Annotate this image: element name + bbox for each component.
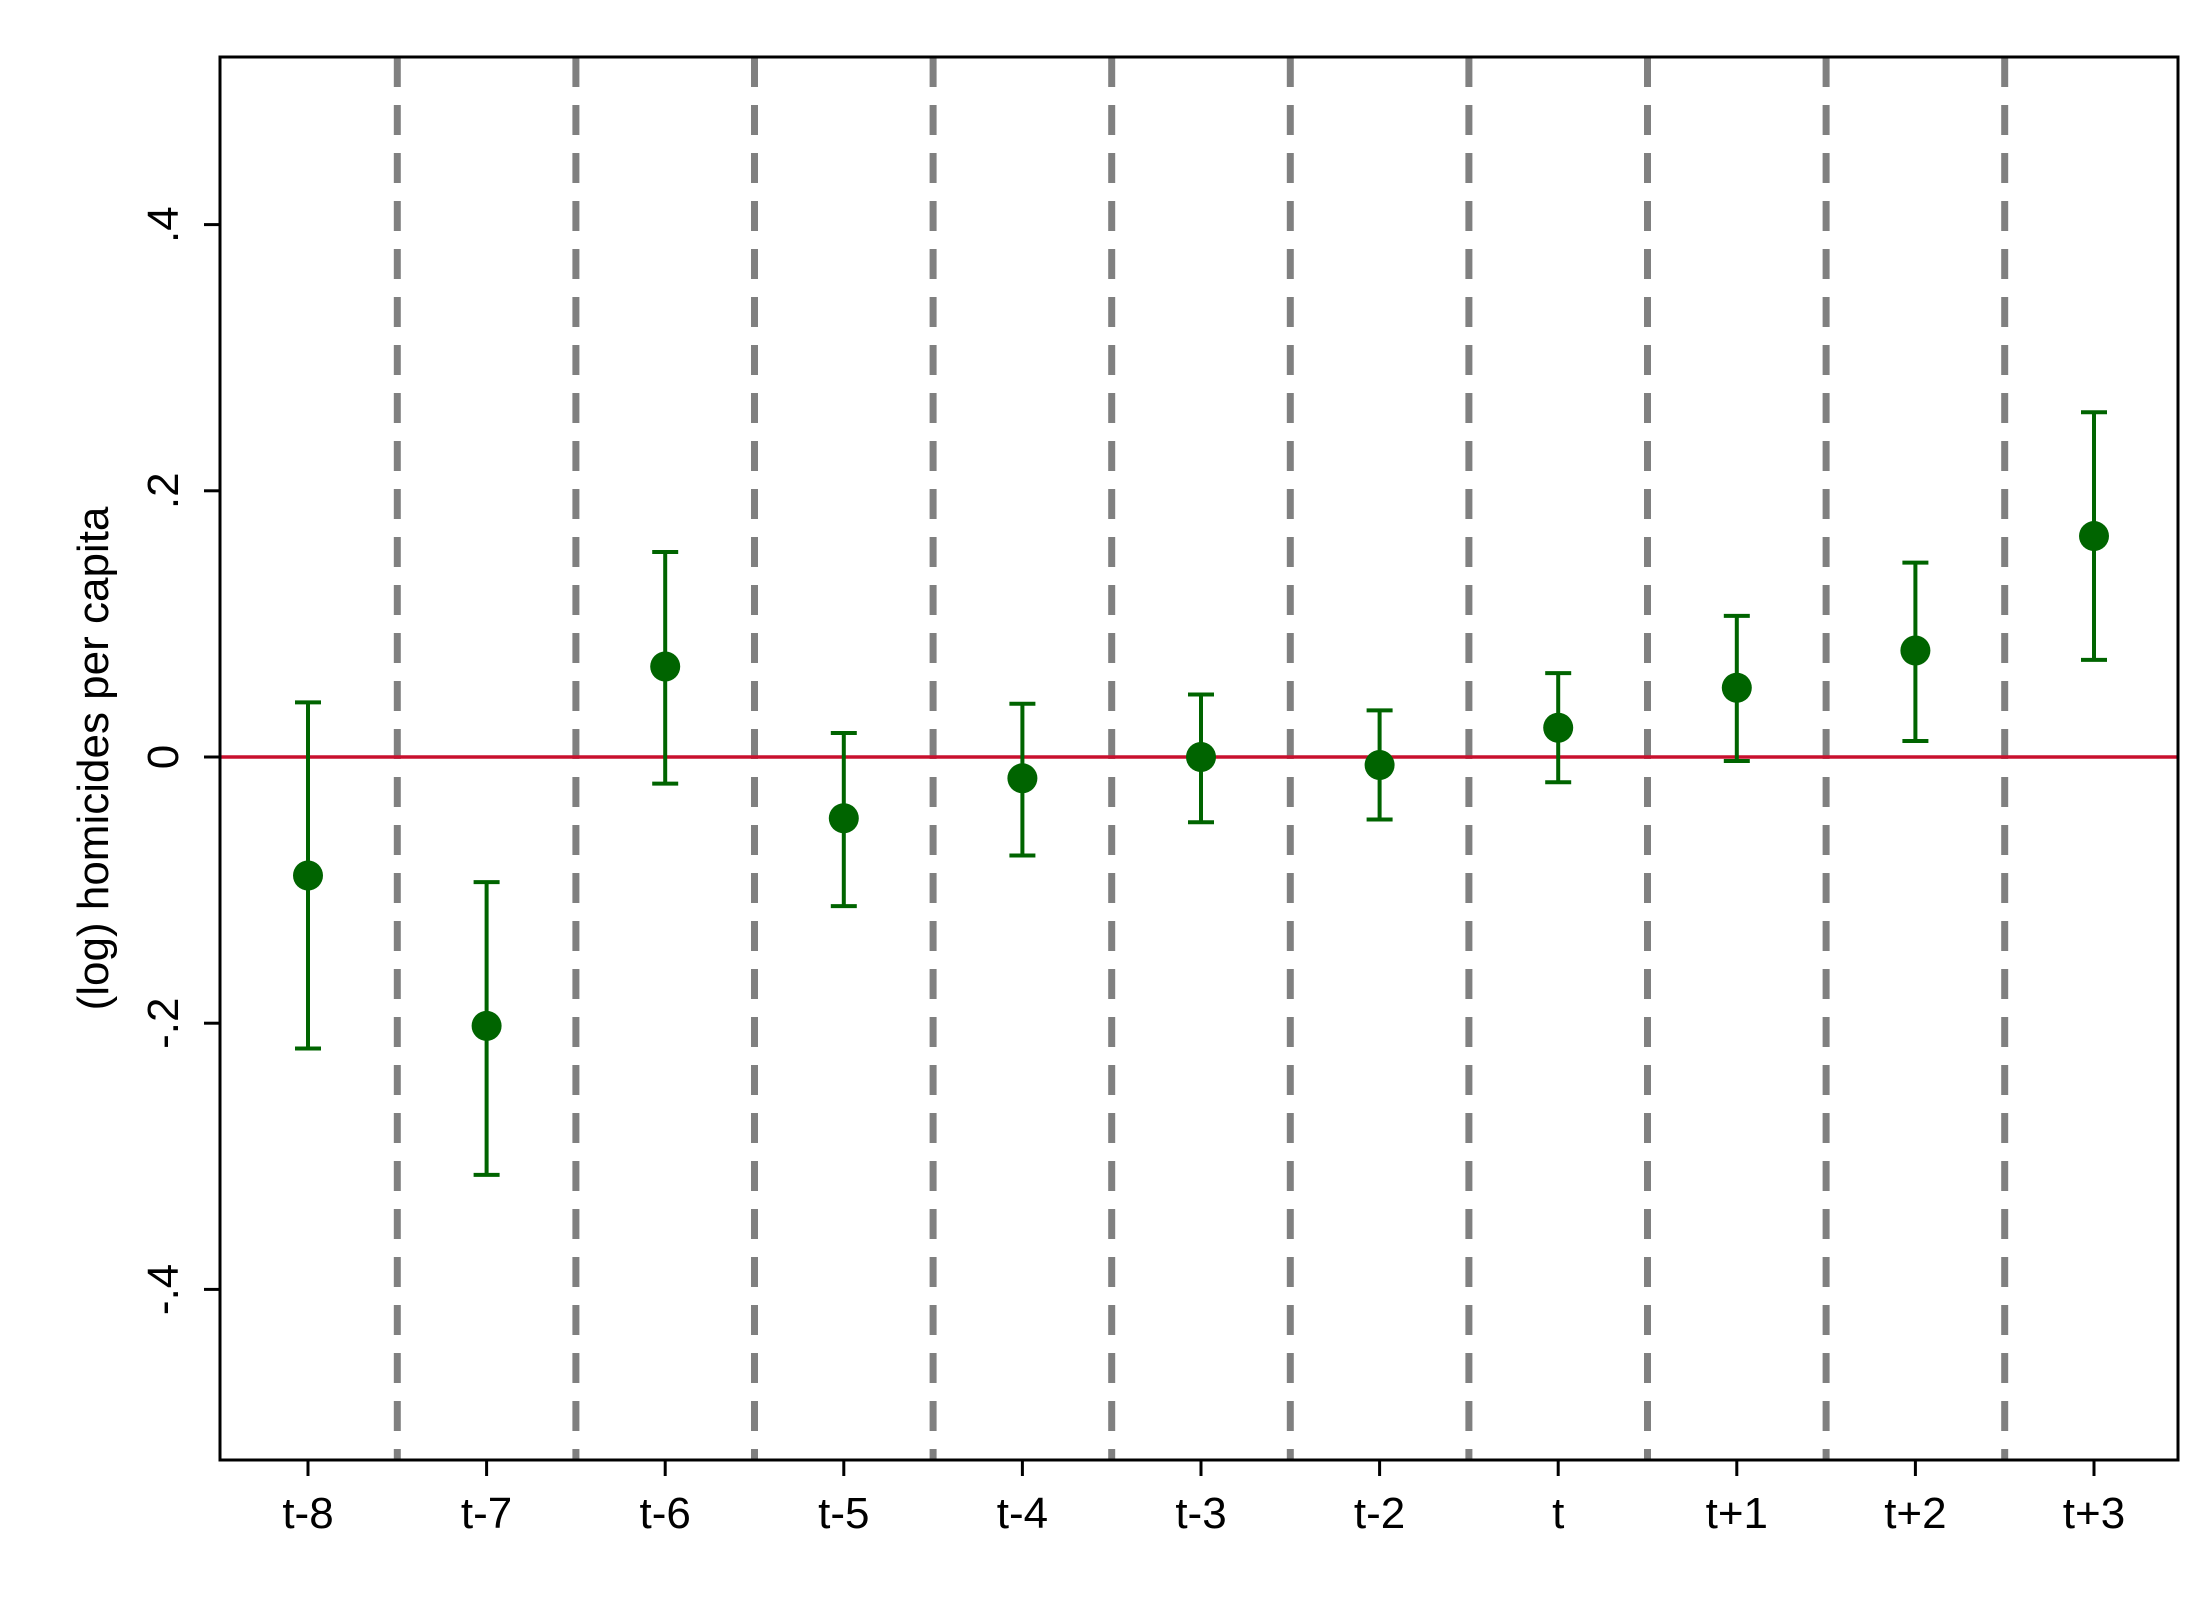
x-tick-label: t-6 bbox=[640, 1489, 691, 1538]
y-tick-label: .2 bbox=[139, 472, 188, 509]
x-tick-label: t-5 bbox=[818, 1489, 869, 1538]
x-tick-label: t-8 bbox=[282, 1489, 333, 1538]
data-point bbox=[293, 860, 323, 891]
data-point bbox=[828, 803, 859, 834]
x-tick-label: t+2 bbox=[1884, 1489, 1946, 1538]
x-tick-label: t-4 bbox=[997, 1489, 1048, 1538]
y-tick-label: .4 bbox=[139, 206, 188, 243]
y-tick-label: -.2 bbox=[139, 998, 188, 1049]
x-axis-ticks: t-8 t-7 t-6 t-5 t-4 t-3 t-2 t t+1 t+2 t+3 bbox=[282, 1460, 2125, 1538]
data-point bbox=[1007, 763, 1038, 794]
data-point bbox=[1364, 749, 1395, 780]
y-tick-label: -.4 bbox=[139, 1264, 188, 1315]
data-point bbox=[471, 1010, 502, 1041]
data-point bbox=[1186, 742, 1216, 772]
data-point bbox=[2079, 521, 2109, 552]
x-tick-label: t-7 bbox=[461, 1489, 512, 1538]
data-point bbox=[650, 651, 681, 682]
x-tick-label: t-3 bbox=[1175, 1489, 1226, 1538]
data-point bbox=[1543, 712, 1574, 743]
data-point bbox=[1721, 672, 1752, 703]
x-tick-label: t+3 bbox=[2063, 1489, 2125, 1538]
x-tick-label: t+1 bbox=[1706, 1489, 1768, 1538]
y-axis-ticks: -.4 -.2 0 .2 .4 bbox=[139, 206, 220, 1315]
data-points bbox=[293, 521, 2109, 1041]
x-tick-label: t bbox=[1552, 1489, 1564, 1538]
data-point bbox=[1900, 635, 1931, 666]
x-tick-label: t-2 bbox=[1354, 1489, 1405, 1538]
y-tick-label: 0 bbox=[139, 745, 188, 769]
y-axis-label: (log) homicides per capita bbox=[69, 506, 118, 1010]
